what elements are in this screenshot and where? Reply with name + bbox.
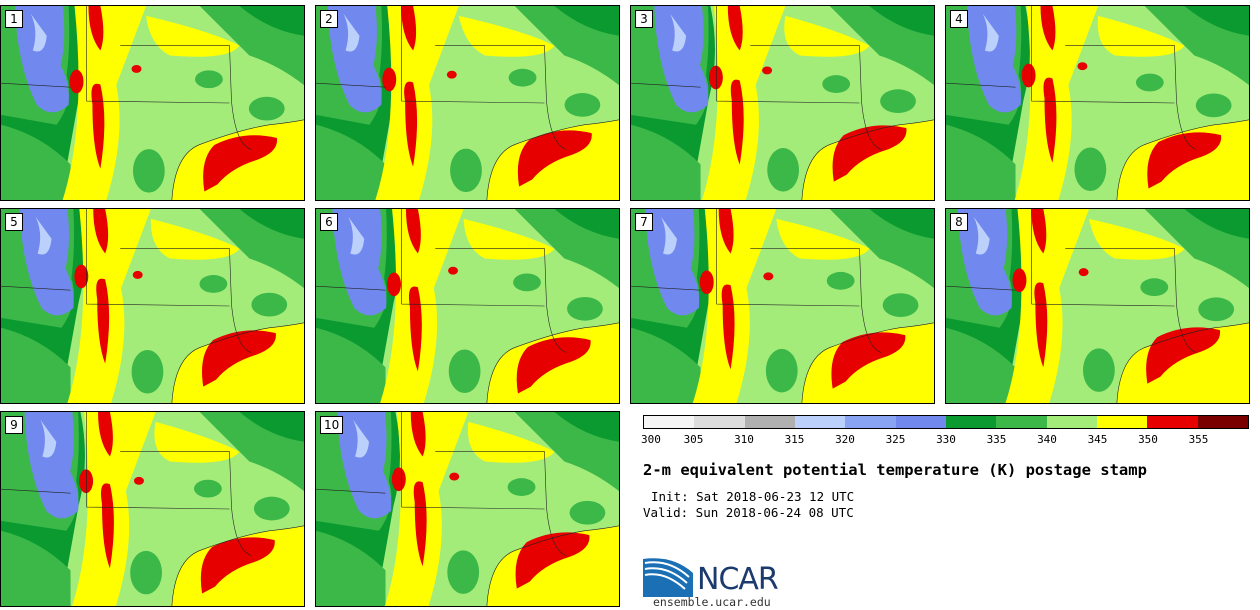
member-panel: 8 (945, 208, 1250, 404)
colorbar-tick-label: 340 (1037, 433, 1057, 446)
colorbar-tick-label: 305 (683, 433, 704, 446)
member-number-label: 8 (950, 213, 968, 231)
colorbar-segment (794, 416, 846, 428)
member-panel: 4 (945, 5, 1250, 201)
colorbar-segment (895, 416, 946, 428)
colorbar-segment (1096, 416, 1148, 428)
colorbar-ticks: 300 305 310 315 320 325 330 335 340 345 350 355 (641, 433, 1249, 447)
website-url: ensemble.ucar.edu (653, 595, 771, 609)
colorbar-tick-label: 325 (885, 433, 906, 446)
member-number-label: 4 (950, 10, 968, 28)
colorbar-tick-label: 345 (1087, 433, 1108, 446)
member-panel: 2 (315, 5, 620, 201)
colorbar-segment (694, 416, 745, 428)
colorbar-segment (1197, 416, 1248, 428)
member-panel: 3 (630, 5, 935, 201)
colorbar-segment (1147, 416, 1198, 428)
colorbar-tick-label: 320 (835, 433, 855, 446)
colorbar-segment (744, 416, 795, 428)
member-number-label: 2 (320, 10, 338, 28)
member-number-label: 3 (635, 10, 653, 28)
member-panel: 7 (630, 208, 935, 404)
member-panel: 1 (0, 5, 305, 201)
colorbar (643, 415, 1249, 429)
member-panel: 5 (0, 208, 305, 404)
colorbar-segment (945, 416, 997, 428)
colorbar-tick-label: 310 (734, 433, 754, 446)
logo-text: NCAR (697, 562, 779, 597)
member-panel: 6 (315, 208, 620, 404)
colorbar-tick-label: 300 (641, 433, 661, 446)
colorbar-tick-label: 350 (1138, 433, 1158, 446)
member-panel: 10 (315, 411, 620, 607)
colorbar-segment (845, 416, 896, 428)
member-number-label: 10 (320, 416, 344, 434)
colorbar-tick-label: 315 (784, 433, 805, 446)
colorbar-tick-label: 355 (1188, 433, 1209, 446)
member-number-label: 1 (5, 10, 23, 28)
member-panel: 9 (0, 411, 305, 607)
member-number-label: 9 (5, 416, 23, 434)
figure-title: 2-m equivalent potential temperature (K)… (643, 461, 1147, 479)
colorbar-tick-label: 330 (936, 433, 956, 446)
colorbar-tick-label: 335 (986, 433, 1007, 446)
init-time: Init: Sat 2018-06-23 12 UTC (651, 489, 855, 504)
colorbar-segment (1046, 416, 1097, 428)
member-number-label: 7 (635, 213, 653, 231)
colorbar-segment (644, 416, 695, 428)
member-number-label: 6 (320, 213, 338, 231)
colorbar-segment (996, 416, 1047, 428)
ncar-logo-icon (643, 558, 693, 597)
valid-time: Valid: Sun 2018-06-24 08 UTC (643, 505, 854, 520)
member-number-label: 5 (5, 213, 23, 231)
